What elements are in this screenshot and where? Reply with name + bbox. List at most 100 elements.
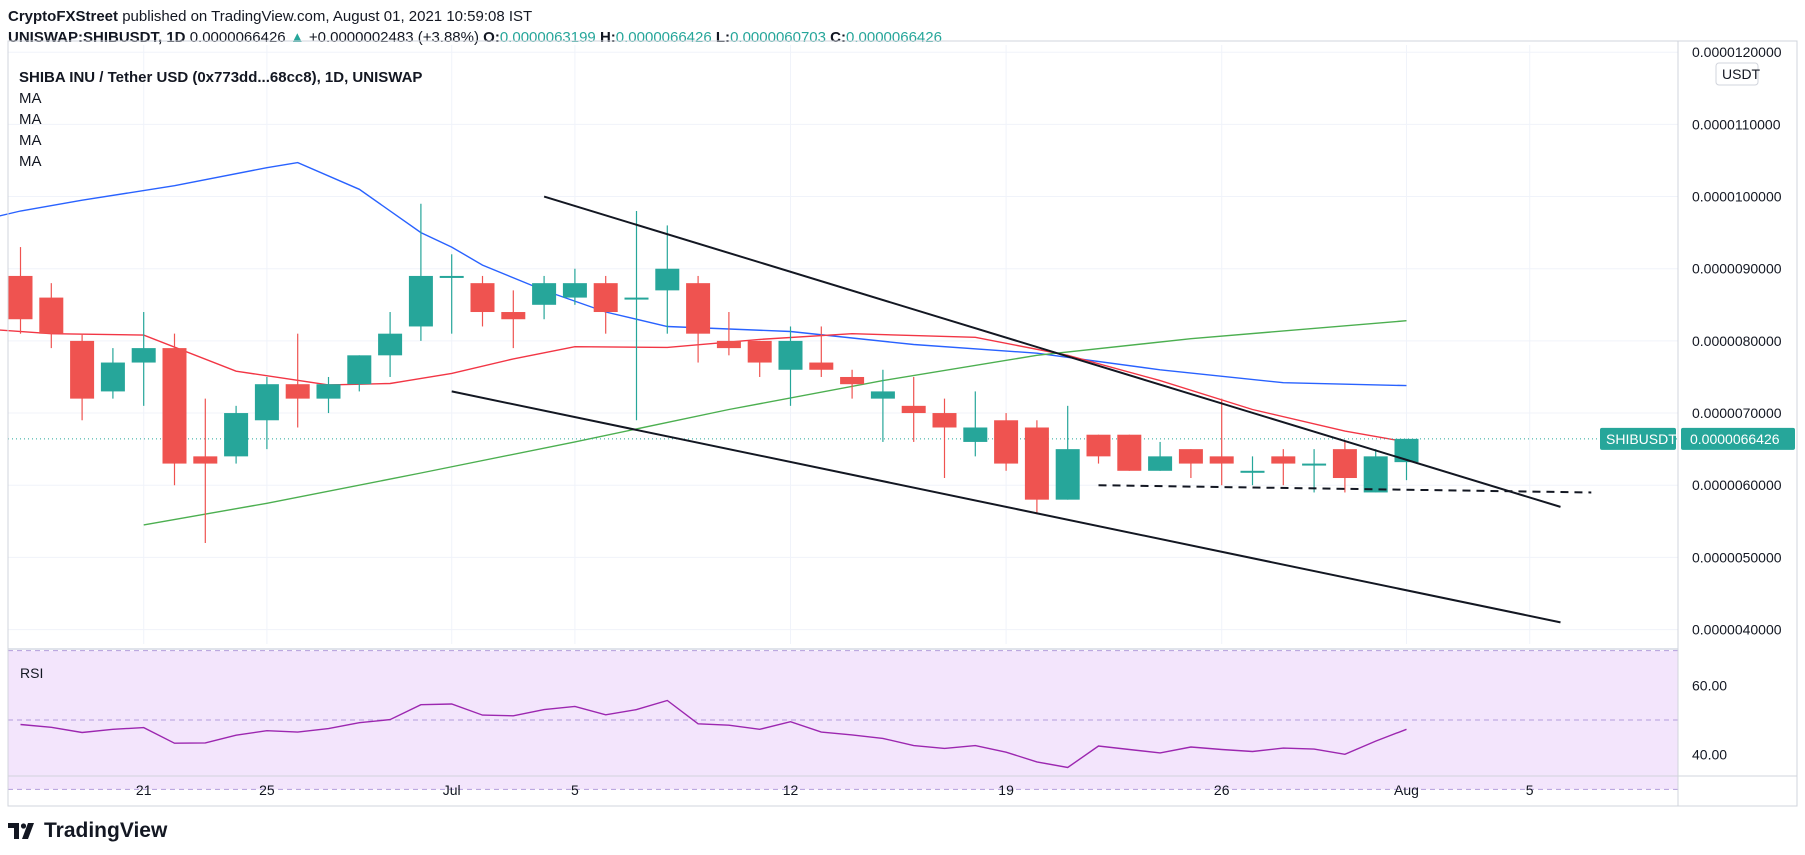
- candle-body: [532, 283, 557, 305]
- candle-body: [870, 391, 895, 399]
- candle-body: [1117, 434, 1142, 471]
- price-change: +0.0000002483 (+3.88%): [308, 29, 479, 46]
- candle-body: [316, 384, 341, 399]
- rsi-pane: RSI: [8, 648, 1678, 790]
- rsi-tick-label: 60.00: [1692, 677, 1727, 693]
- moving-averages: [0, 161, 1678, 526]
- support-line-dashed: [1098, 484, 1592, 494]
- last-price-tag: [1681, 427, 1795, 450]
- publish-line: CryptoFXStreet published on TradingView.…: [8, 8, 532, 25]
- ma-line-blue: [0, 161, 1407, 387]
- price-tick-label: 0.0000070000: [1692, 405, 1782, 421]
- ma-legend-label: MA: [19, 111, 42, 128]
- time-tick-label: 19: [998, 782, 1014, 798]
- symbol-name[interactable]: UNISWAP:SHIBUSDT, 1D: [8, 29, 186, 46]
- price-tick-label: 0.0000090000: [1692, 261, 1782, 277]
- author-name[interactable]: CryptoFXStreet: [8, 8, 119, 25]
- open-label: O:: [483, 29, 500, 46]
- ma-legend-label: MA: [19, 132, 42, 149]
- last-price: 0.0000066426: [189, 29, 286, 46]
- high-value: 0.0000066426: [615, 29, 712, 46]
- price-tick-label: 0.0000120000: [1692, 44, 1782, 60]
- candle-body: [778, 340, 803, 370]
- candle-body: [378, 333, 403, 356]
- candle-body: [809, 362, 834, 370]
- trendlines[interactable]: [451, 195, 1592, 624]
- rsi-label: RSI: [20, 665, 43, 681]
- tradingview-logo-icon: [8, 823, 34, 839]
- symbol-price-tag: [1600, 427, 1676, 450]
- currency-badge: [1715, 62, 1759, 86]
- time-tick-label: Aug: [1394, 782, 1419, 798]
- candle-body: [285, 384, 310, 399]
- candle-body: [254, 384, 279, 421]
- time-tick-label: 21: [136, 782, 152, 798]
- symbol-line: UNISWAP:SHIBUSDT, 1D 0.0000066426 ▲ +0.0…: [8, 29, 942, 46]
- rsi-tick-label: 40.00: [1692, 747, 1727, 763]
- candle-body: [193, 456, 218, 464]
- time-tick-label: 26: [1214, 782, 1230, 798]
- rsi-line: [20, 699, 1407, 769]
- brand-name: TradingView: [44, 819, 168, 842]
- candle-body: [1055, 449, 1080, 500]
- candle-body: [70, 340, 95, 399]
- time-tick-label: 5: [571, 782, 579, 798]
- time-tick-label: 5: [1526, 782, 1534, 798]
- candle-body: [994, 420, 1019, 464]
- price-tick-label: 0.0000100000: [1692, 189, 1782, 205]
- candle-body: [224, 413, 249, 457]
- candle-body: [932, 413, 957, 428]
- candle-body: [501, 312, 526, 320]
- candle-body: [562, 283, 587, 298]
- candle-body: [470, 283, 495, 313]
- price-tick-label: 0.0000080000: [1692, 333, 1782, 349]
- candle-body: [901, 405, 926, 414]
- candle-body: [716, 340, 741, 349]
- candle-body: [1302, 463, 1327, 466]
- price-tick-label: 0.0000040000: [1692, 622, 1782, 638]
- candle-body: [1271, 456, 1296, 464]
- price-tick-label: 0.0000110000: [1692, 116, 1781, 132]
- candle-body: [655, 268, 680, 291]
- time-tick-label: 25: [259, 782, 275, 798]
- candle-body: [347, 355, 372, 385]
- axes: 0.0000120000 0.0000110000 0.0000100000 0.00…: [7, 40, 1798, 807]
- chart-legend: SHIBA INU / Tether USD (0x773dd...68cc8)…: [19, 69, 422, 170]
- last-price-label: 0.0000066426: [1690, 431, 1780, 447]
- candle-body: [39, 297, 64, 334]
- tradingview-brand[interactable]: TradingView: [8, 819, 167, 843]
- trendline: [451, 390, 1561, 624]
- open-value: 0.0000063199: [499, 29, 596, 46]
- time-tick-label: 12: [783, 782, 799, 798]
- candle-body: [963, 427, 988, 442]
- candle-body: [624, 297, 649, 300]
- chart-frame: [7, 40, 1798, 807]
- candle-body: [593, 283, 618, 313]
- change-arrow-icon: ▲: [289, 29, 305, 46]
- candle-body: [1363, 456, 1388, 493]
- candles: [8, 203, 1419, 543]
- price-tick-label: 0.0000060000: [1692, 477, 1782, 493]
- candle-body: [1332, 449, 1357, 479]
- symbol-tag-label: SHIBUSDT: [1606, 431, 1677, 447]
- ma-line-red: [0, 329, 1407, 443]
- published-text: published on TradingView.com, August 01,…: [122, 8, 533, 25]
- time-tick-label: Jul: [443, 782, 461, 798]
- rsi-band: [8, 650, 1678, 790]
- candle-body: [131, 348, 156, 363]
- candle-body: [1240, 470, 1265, 473]
- candle-body: [162, 348, 187, 464]
- chart-title: SHIBA INU / Tether USD (0x773dd...68cc8)…: [19, 69, 422, 86]
- ma-legend-label: MA: [19, 90, 42, 107]
- low-label: L:: [715, 29, 731, 46]
- candle-body: [686, 283, 711, 334]
- close-label: C:: [830, 29, 846, 46]
- trendline: [543, 195, 1561, 508]
- candle-body: [8, 275, 33, 320]
- candle-body: [840, 376, 865, 385]
- low-value: 0.0000060703: [730, 29, 826, 46]
- ma-line-green: [143, 320, 1407, 526]
- price-tick-label: 0.0000050000: [1692, 549, 1782, 565]
- candle-body: [1394, 438, 1419, 463]
